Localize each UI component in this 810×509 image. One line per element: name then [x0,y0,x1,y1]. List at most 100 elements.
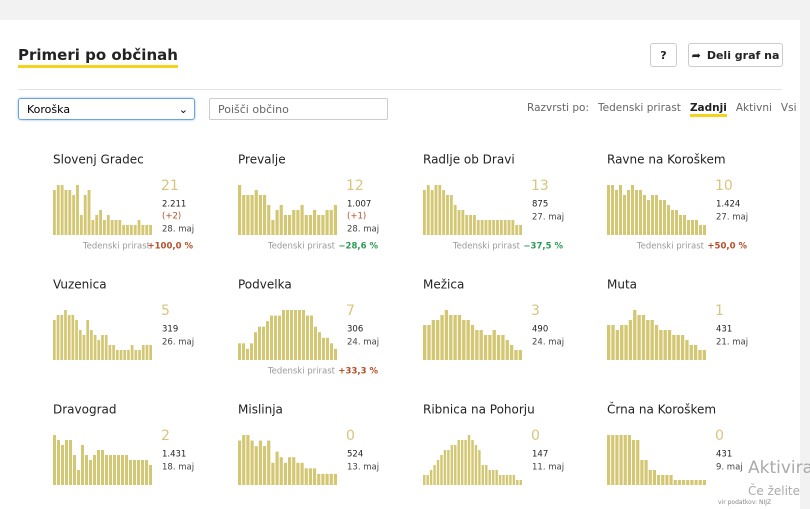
bar [457,210,461,235]
bar [423,325,427,360]
help-button[interactable]: ? [650,43,677,67]
bar [516,480,519,485]
sort-option[interactable]: Aktivni [735,102,772,114]
date: 21. maj [716,338,748,348]
bar [627,190,630,235]
bar [238,440,242,485]
municipality-name: Vuzenica [53,278,107,292]
bar [488,220,492,235]
bar [85,455,88,485]
total: 306 [347,325,363,335]
bar [246,348,249,360]
bar [509,475,512,485]
bar [270,315,273,360]
municipality-name: Ribnica na Pohorju [423,403,535,417]
bar [87,190,91,235]
bar [137,460,140,485]
growth-label: Tedenski prirast [267,367,336,377]
share-icon: ➦ [691,48,701,62]
search-input[interactable]: Poišči občino [209,98,388,120]
share-button[interactable]: ➦ Deli graf na [688,43,783,67]
sort-label: Razvrsti po: [527,102,590,114]
count: 21 [161,178,179,194]
bar [449,315,453,360]
bar [474,445,478,485]
bar [149,345,152,360]
chevron: ⌄ [178,103,188,116]
bar [686,480,690,485]
count: 1 [715,303,724,319]
bar [60,315,64,360]
count: 12 [346,178,364,194]
total: 1.431 [162,450,186,460]
bar [495,470,498,485]
bar [687,220,690,235]
bar [149,465,152,485]
count: 0 [531,428,540,444]
total: 431 [716,325,732,335]
divider [18,89,782,90]
bar [145,345,149,360]
bar [443,450,447,485]
bar [97,340,101,360]
date: 24. maj [347,338,379,348]
bar [507,220,511,235]
bar [447,450,450,485]
bar [453,205,457,235]
region-select[interactable]: Koroška ⌄ [18,98,195,120]
bar [648,470,652,485]
bar [133,225,137,235]
bar [654,325,659,360]
bar [431,320,436,360]
bar [76,185,79,235]
bar [263,446,267,485]
bar [129,460,132,485]
watermark: Aktivira [748,458,810,478]
bar [64,310,67,360]
bar [145,225,149,235]
sort-option[interactable]: Vsi [780,102,797,114]
bar [505,340,509,360]
bar [149,225,152,235]
bar [254,332,257,360]
bar [683,215,686,235]
date: 11. maj [532,463,564,473]
bar [95,215,99,235]
bar [450,445,454,485]
bar [242,343,245,360]
bar [53,320,56,360]
bar [644,460,648,485]
bar [78,330,82,360]
bar [619,185,622,235]
bar [123,350,127,360]
bar [659,200,662,235]
bar [641,315,646,360]
bar [282,310,285,360]
bar [676,335,680,360]
bar [317,473,321,485]
bar [423,190,426,235]
bar [296,462,300,485]
date: 26. maj [162,338,194,348]
municipality-name: Prevalje [238,153,286,167]
bar [636,440,640,485]
bar [294,310,297,360]
bar [627,435,631,485]
bar [457,315,462,360]
bar [633,310,637,360]
bar [89,460,92,485]
bar [313,468,317,485]
sort-option[interactable]: Zadnji [689,102,727,117]
bar [499,220,503,235]
bar [304,468,308,485]
bar [308,215,312,235]
sort-option[interactable]: Tedenski prirast [598,102,681,114]
total: 1.424 [716,200,740,210]
bar [663,200,666,235]
bar [122,225,126,235]
bar [496,335,501,360]
bar [675,210,678,235]
growth-label: Tedenski prirast [82,242,151,252]
bar [258,195,262,235]
bar [101,335,104,360]
